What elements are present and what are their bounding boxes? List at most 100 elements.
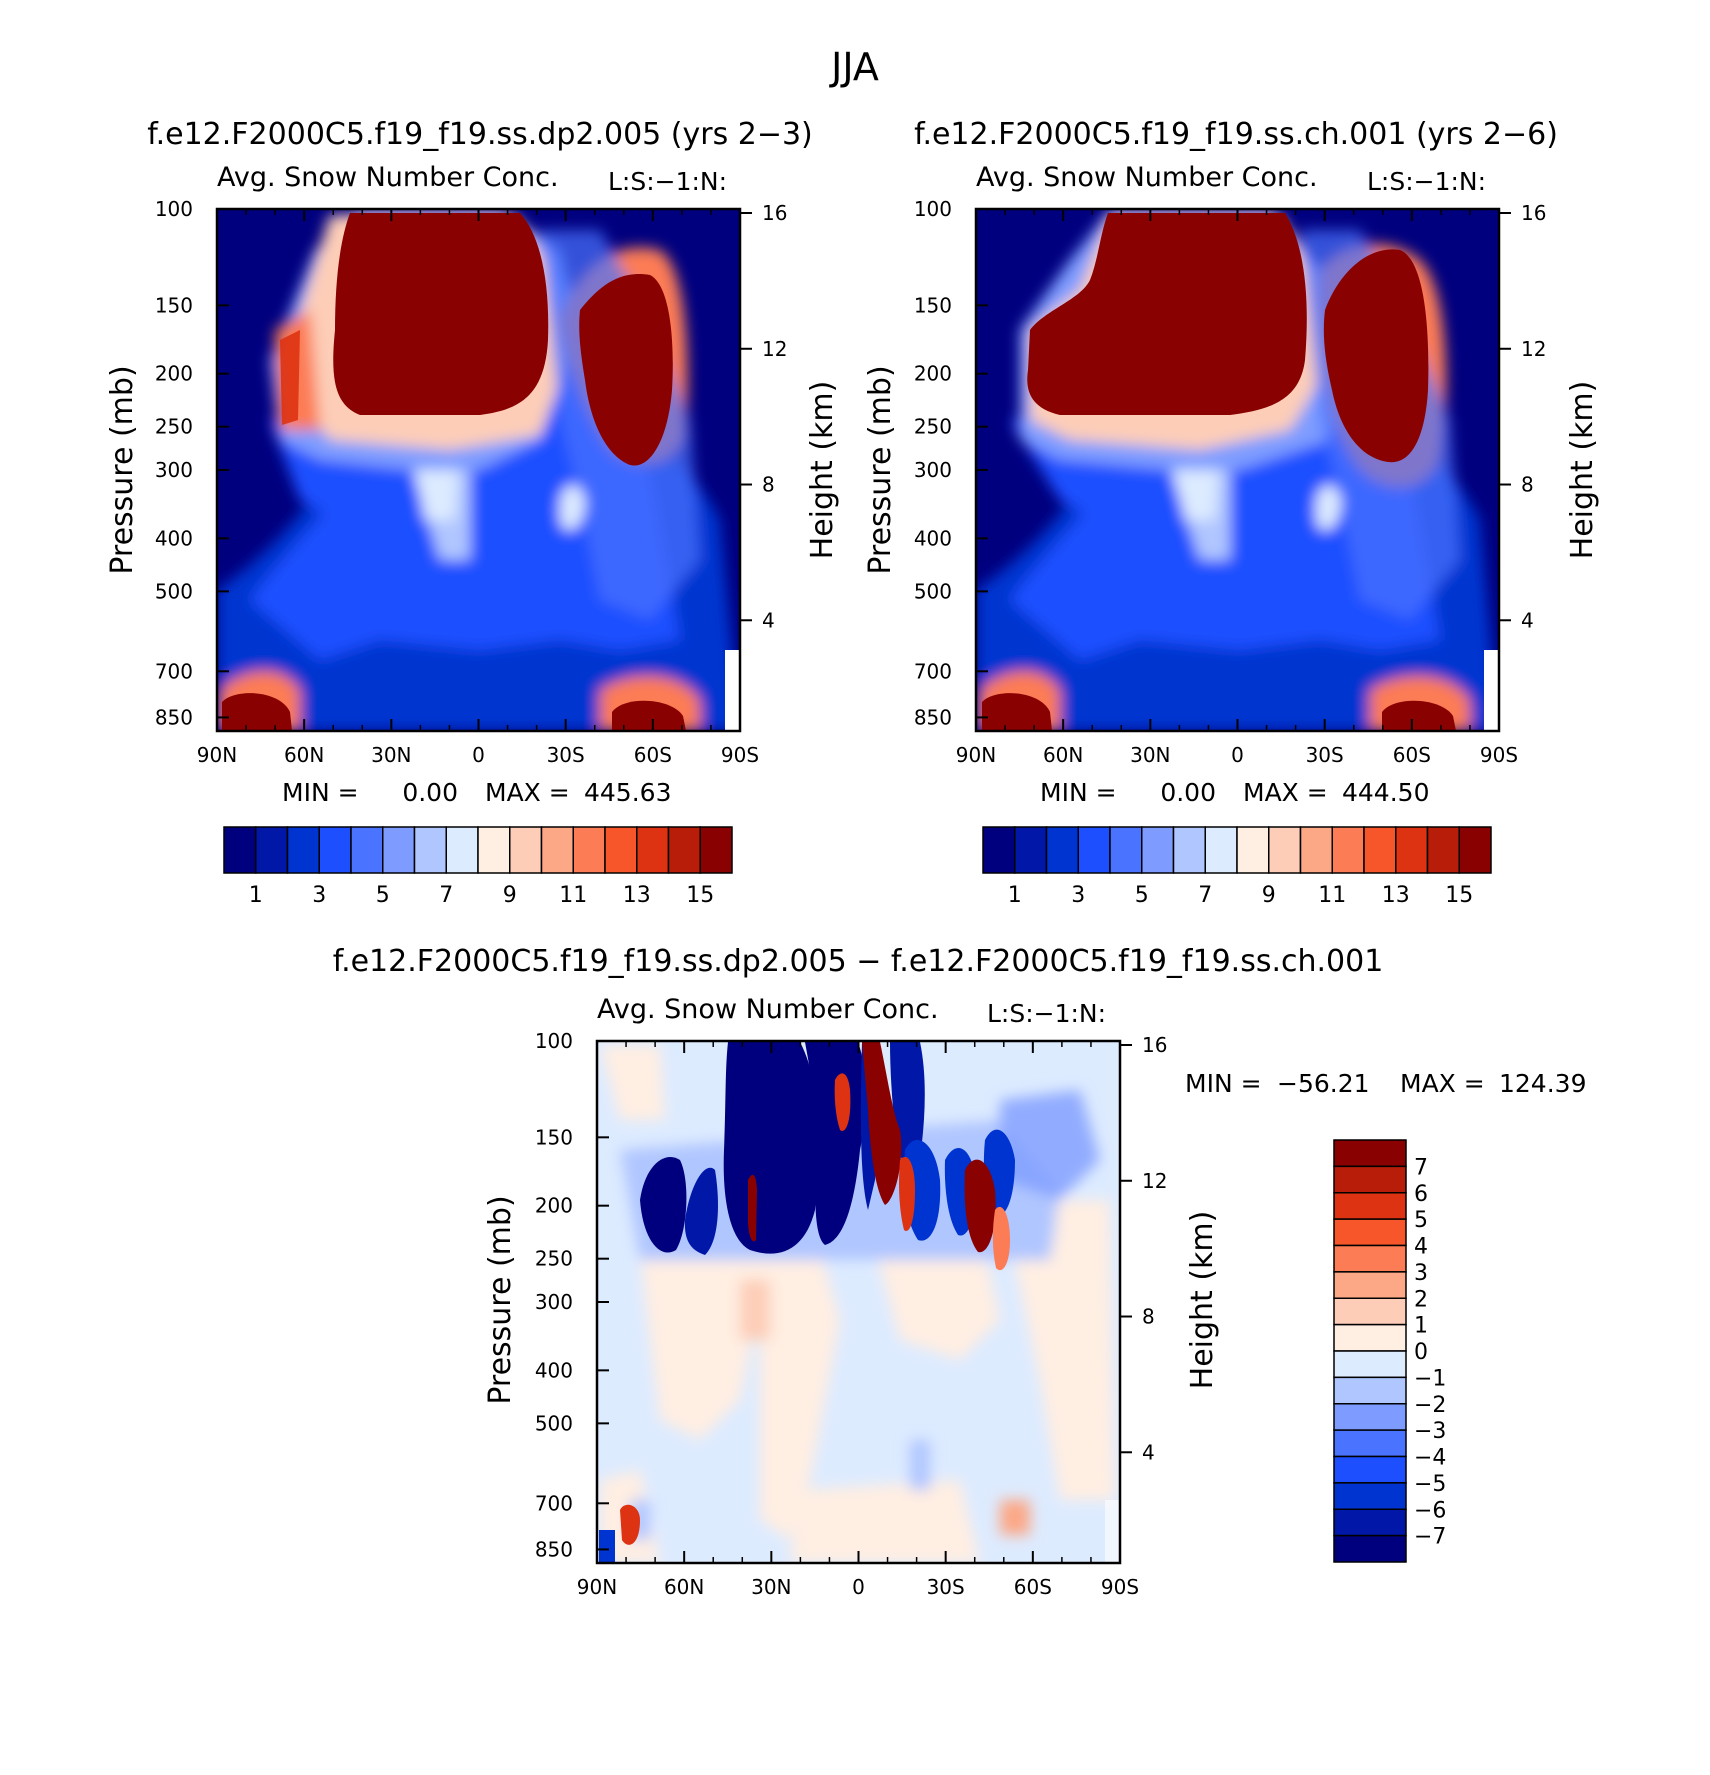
colorbar-swatch (1077, 826, 1111, 874)
colorbar-swatch (1268, 826, 1302, 874)
colorbar-swatch (1333, 1244, 1407, 1273)
colorbar-label: 9 (1262, 883, 1276, 908)
panel-c-units: L:S:−1:N: (987, 999, 1106, 1028)
colorbar-swatch (1333, 1403, 1407, 1431)
colorbar-label: 5 (1414, 1208, 1428, 1233)
colorbar-swatch (286, 826, 320, 874)
colorbar-swatch (1236, 826, 1270, 874)
y-tick-label: 100 (535, 1029, 573, 1053)
y-tick-label: 400 (914, 526, 952, 550)
y-right-tick-label: 4 (762, 608, 775, 632)
colorbar-swatch (636, 826, 670, 874)
panel-c: f.e12.F2000C5.f19_f19.ss.dp2.005 − f.e12… (333, 944, 1587, 1599)
colorbar-swatch (667, 826, 701, 874)
y-tick-label: 500 (155, 579, 193, 603)
x-tick-label: 60S (634, 743, 672, 767)
colorbar-label: −4 (1414, 1446, 1446, 1471)
colorbar-swatch (1333, 1482, 1407, 1510)
y-tick-label: 850 (535, 1537, 573, 1561)
x-tick-label: 90N (197, 743, 237, 767)
colorbar-swatch (1333, 1508, 1407, 1537)
colorbar-swatch (982, 826, 1016, 874)
colorbar-label: 2 (1414, 1287, 1428, 1312)
y-tick-label: 250 (535, 1247, 573, 1271)
colorbar-label: 6 (1414, 1182, 1428, 1207)
y-tick-label: 250 (914, 415, 952, 439)
panel-b-units: L:S:−1:N: (1367, 167, 1486, 196)
colorbar-swatch (1172, 826, 1206, 874)
panel-c-min-value: −56.21 (1277, 1069, 1370, 1098)
x-tick-label: 60N (1043, 743, 1083, 767)
colorbar-label: 3 (312, 883, 326, 908)
panel-a-colorbar: 1 3 5 7 9 11 13 15 (223, 826, 733, 908)
colorbar-swatch (255, 826, 289, 874)
y-tick-label: 100 (914, 197, 952, 221)
y-tick-label: 150 (535, 1125, 573, 1149)
panel-a-subtitle: Avg. Snow Number Conc. (217, 162, 559, 193)
colorbar-swatch (1333, 1323, 1407, 1352)
panel-a: f.e12.F2000C5.f19_f19.ss.dp2.005 (yrs 2−… (105, 117, 840, 908)
x-tick-label: 30N (371, 743, 411, 767)
colorbar-swatch (1363, 826, 1397, 874)
colorbar-swatch (1333, 1297, 1407, 1326)
colorbar-label: 7 (1414, 1155, 1428, 1180)
panel-b-ylabel: Pressure (mb) (863, 365, 898, 574)
y-right-tick-label: 8 (1142, 1305, 1155, 1329)
colorbar-label: 3 (1071, 883, 1085, 908)
panel-c-max-label: MAX = (1400, 1069, 1485, 1098)
panel-a-max-label: MAX = (485, 778, 570, 807)
x-tick-label: 0 (1231, 743, 1244, 767)
colorbar-swatch (382, 826, 416, 874)
y-right-tick-label: 4 (1142, 1440, 1155, 1464)
panel-b-axes: 90N 60N 30N 0 30S 60S 90S 100 150 200 250 300 400 500… (914, 197, 1547, 767)
panel-c-min-label: MIN = (1185, 1069, 1262, 1098)
y-tick-label: 400 (155, 526, 193, 550)
panel-a-title: f.e12.F2000C5.f19_f19.ss.dp2.005 (yrs 2−… (147, 117, 813, 152)
panel-a-min-value: 0.00 (402, 778, 458, 807)
colorbar-label: 7 (1198, 883, 1212, 908)
y-tick-label: 150 (155, 293, 193, 317)
colorbar-label: −6 (1414, 1498, 1446, 1523)
colorbar-swatch (572, 826, 606, 874)
colorbar-swatch (1333, 1218, 1407, 1247)
panel-b: f.e12.F2000C5.f19_f19.ss.ch.001 (yrs 2−6… (863, 117, 1600, 908)
colorbar-label: −3 (1414, 1419, 1446, 1444)
x-tick-label: 0 (852, 1575, 865, 1599)
y-right-tick-label: 12 (1142, 1169, 1167, 1193)
y-tick-label: 700 (914, 659, 952, 683)
colorbar-swatch (699, 826, 733, 874)
y-tick-label: 300 (155, 458, 193, 482)
colorbar-swatch (350, 826, 384, 874)
x-tick-label: 0 (472, 743, 485, 767)
panel-b-colorbar: 1 3 5 7 9 11 13 15 (982, 826, 1492, 908)
panel-c-axes: 90N 60N 30N 0 30S 60S 90S 100 150 200 250 300 400 500… (535, 1029, 1168, 1599)
x-tick-label: 60N (284, 743, 324, 767)
panel-a-min-label: MIN = (282, 778, 359, 807)
x-tick-label: 60S (1014, 1575, 1052, 1599)
colorbar-swatch (1395, 826, 1429, 874)
panel-a-axes: 90N 60N 30N 0 30S 60S 90S 100 150 200 250 300 400 500… (155, 197, 788, 767)
colorbar-swatch (604, 826, 638, 874)
colorbar-label: 15 (1445, 883, 1473, 908)
colorbar-swatch (1333, 1165, 1407, 1194)
y-tick-label: 700 (535, 1491, 573, 1515)
colorbar-swatch (1333, 1139, 1407, 1168)
x-tick-label: 90S (1480, 743, 1518, 767)
colorbar-swatch (1204, 826, 1238, 874)
colorbar-label: 13 (1382, 883, 1410, 908)
colorbar-label: 1 (1414, 1314, 1428, 1339)
colorbar-swatch (413, 826, 447, 874)
x-tick-label: 30N (1130, 743, 1170, 767)
colorbar-swatch (318, 826, 352, 874)
colorbar-label: 13 (623, 883, 651, 908)
panel-c-subtitle: Avg. Snow Number Conc. (597, 994, 939, 1025)
colorbar-label: 4 (1414, 1235, 1428, 1260)
colorbar-label: −7 (1414, 1525, 1446, 1550)
colorbar-swatch (1333, 1271, 1407, 1299)
y-tick-label: 500 (914, 579, 952, 603)
x-tick-label: 60S (1393, 743, 1431, 767)
panel-b-max-label: MAX = (1243, 778, 1328, 807)
colorbar-swatch (1333, 1455, 1407, 1484)
colorbar-swatch (1333, 1192, 1407, 1220)
